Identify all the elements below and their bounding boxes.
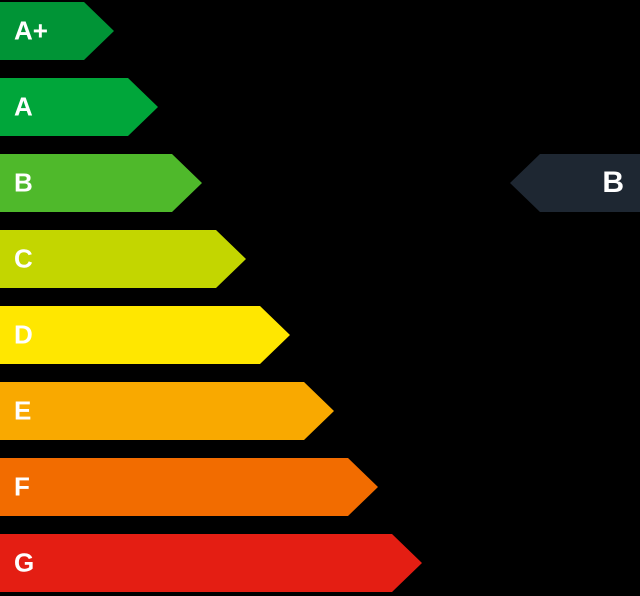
arrow-right-icon bbox=[392, 534, 422, 592]
arrow-right-icon bbox=[304, 382, 334, 440]
rating-label: G bbox=[14, 548, 34, 579]
rating-bar: E bbox=[0, 382, 304, 440]
rating-bar: C bbox=[0, 230, 216, 288]
rating-label: E bbox=[14, 396, 31, 427]
rating-label: A+ bbox=[14, 16, 48, 47]
rating-label: F bbox=[14, 472, 30, 503]
indicator-body bbox=[540, 154, 640, 212]
rating-bar: A bbox=[0, 78, 128, 136]
arrow-right-icon bbox=[172, 154, 202, 212]
rating-label: A bbox=[14, 92, 33, 123]
arrow-left-icon bbox=[510, 154, 540, 212]
arrow-right-icon bbox=[260, 306, 290, 364]
rating-label: B bbox=[14, 168, 33, 199]
arrow-right-icon bbox=[128, 78, 158, 136]
rating-label: D bbox=[14, 320, 33, 351]
rating-bar: B bbox=[0, 154, 172, 212]
rating-bar: D bbox=[0, 306, 260, 364]
arrow-right-icon bbox=[84, 2, 114, 60]
rating-bar: A+ bbox=[0, 2, 84, 60]
rating-label: C bbox=[14, 244, 33, 275]
arrow-right-icon bbox=[216, 230, 246, 288]
indicator-label: B bbox=[602, 166, 624, 200]
rating-bar: F bbox=[0, 458, 348, 516]
rating-bar: G bbox=[0, 534, 392, 592]
energy-rating-chart: A+ A B C D E F G B bbox=[0, 0, 640, 596]
current-rating-indicator: B bbox=[510, 154, 640, 212]
arrow-right-icon bbox=[348, 458, 378, 516]
